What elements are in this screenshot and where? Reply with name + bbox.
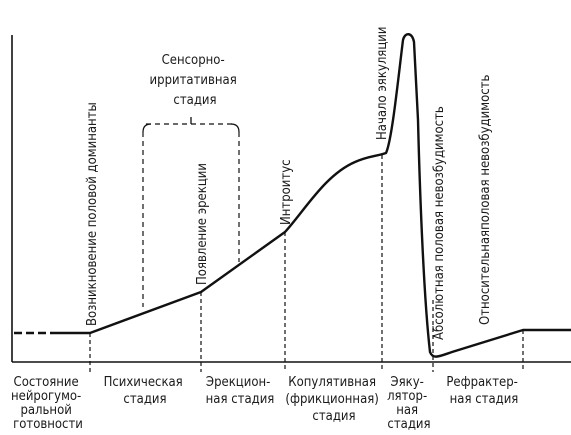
- stage-caption-line: стадия: [387, 417, 430, 432]
- stage-caption-line: лятор-: [387, 389, 427, 404]
- stage-caption-line: (фрикционная): [285, 392, 378, 407]
- stage-caption-line: стадия: [312, 409, 355, 424]
- stage-caption-line: Рефрактер-: [446, 375, 518, 390]
- stage-caption-line: Копулятивная: [288, 375, 376, 390]
- sensory-stage-title-line: Сенсорно-: [162, 53, 225, 68]
- stage-caption-line: ральной: [20, 403, 71, 418]
- sensory-stage-title-line: ирритативная: [150, 73, 237, 88]
- stage-caption-psychic: Психическая стадия: [104, 375, 187, 407]
- stage-caption-ejaculatory: Эяку- лятор- ная стадия: [387, 375, 431, 432]
- stage-caption-line: Состояние: [14, 375, 79, 390]
- stage-caption-erection: Эрекцион- ная стадия: [206, 375, 275, 407]
- stage-caption-line: нейрогумо-: [11, 389, 81, 404]
- stage-caption-line: ная: [396, 403, 418, 418]
- sensory-stage-title: Сенсорно- ирритативная стадия: [150, 53, 241, 108]
- stage-caption-line: ная стадия: [206, 392, 275, 407]
- stage-caption-line: ная стадия: [450, 392, 519, 407]
- stage-dividers: [89, 155, 524, 372]
- stage-caption-refractory: Рефрактер- ная стадия: [446, 375, 521, 407]
- label-erection: Появление эрекции: [195, 163, 210, 285]
- response-curve: [50, 33, 571, 358]
- label-ejaculation-onset: Начало эякуляции: [375, 27, 390, 141]
- stage-caption-line: стадия: [123, 392, 166, 407]
- bracket-right-corner: [230, 123, 240, 133]
- stage-caption-line: Эрекцион-: [206, 375, 270, 390]
- bracket-left-corner: [142, 123, 152, 133]
- stage-caption-line: готовности: [13, 417, 83, 432]
- label-dominant: Возникновение половой доминанты: [85, 102, 100, 326]
- stage-caption-readiness: Состояние нейрогумо- ральной готовности: [11, 375, 85, 432]
- sensory-stage-title-line: стадия: [173, 93, 216, 108]
- label-absolute-refractory: Абсолютная половая невозбудимость: [432, 106, 447, 340]
- label-relative-refractory: Относительнаяполовая невозбудимость: [478, 75, 493, 325]
- label-introitus: Интроитус: [279, 159, 294, 225]
- stage-caption-line: Психическая: [104, 375, 183, 390]
- stage-caption-copulative: Копулятивная (фрикционная) стадия: [285, 375, 382, 424]
- sensory-stage-bracket: [142, 117, 240, 307]
- stage-caption-line: Эяку-: [390, 375, 423, 390]
